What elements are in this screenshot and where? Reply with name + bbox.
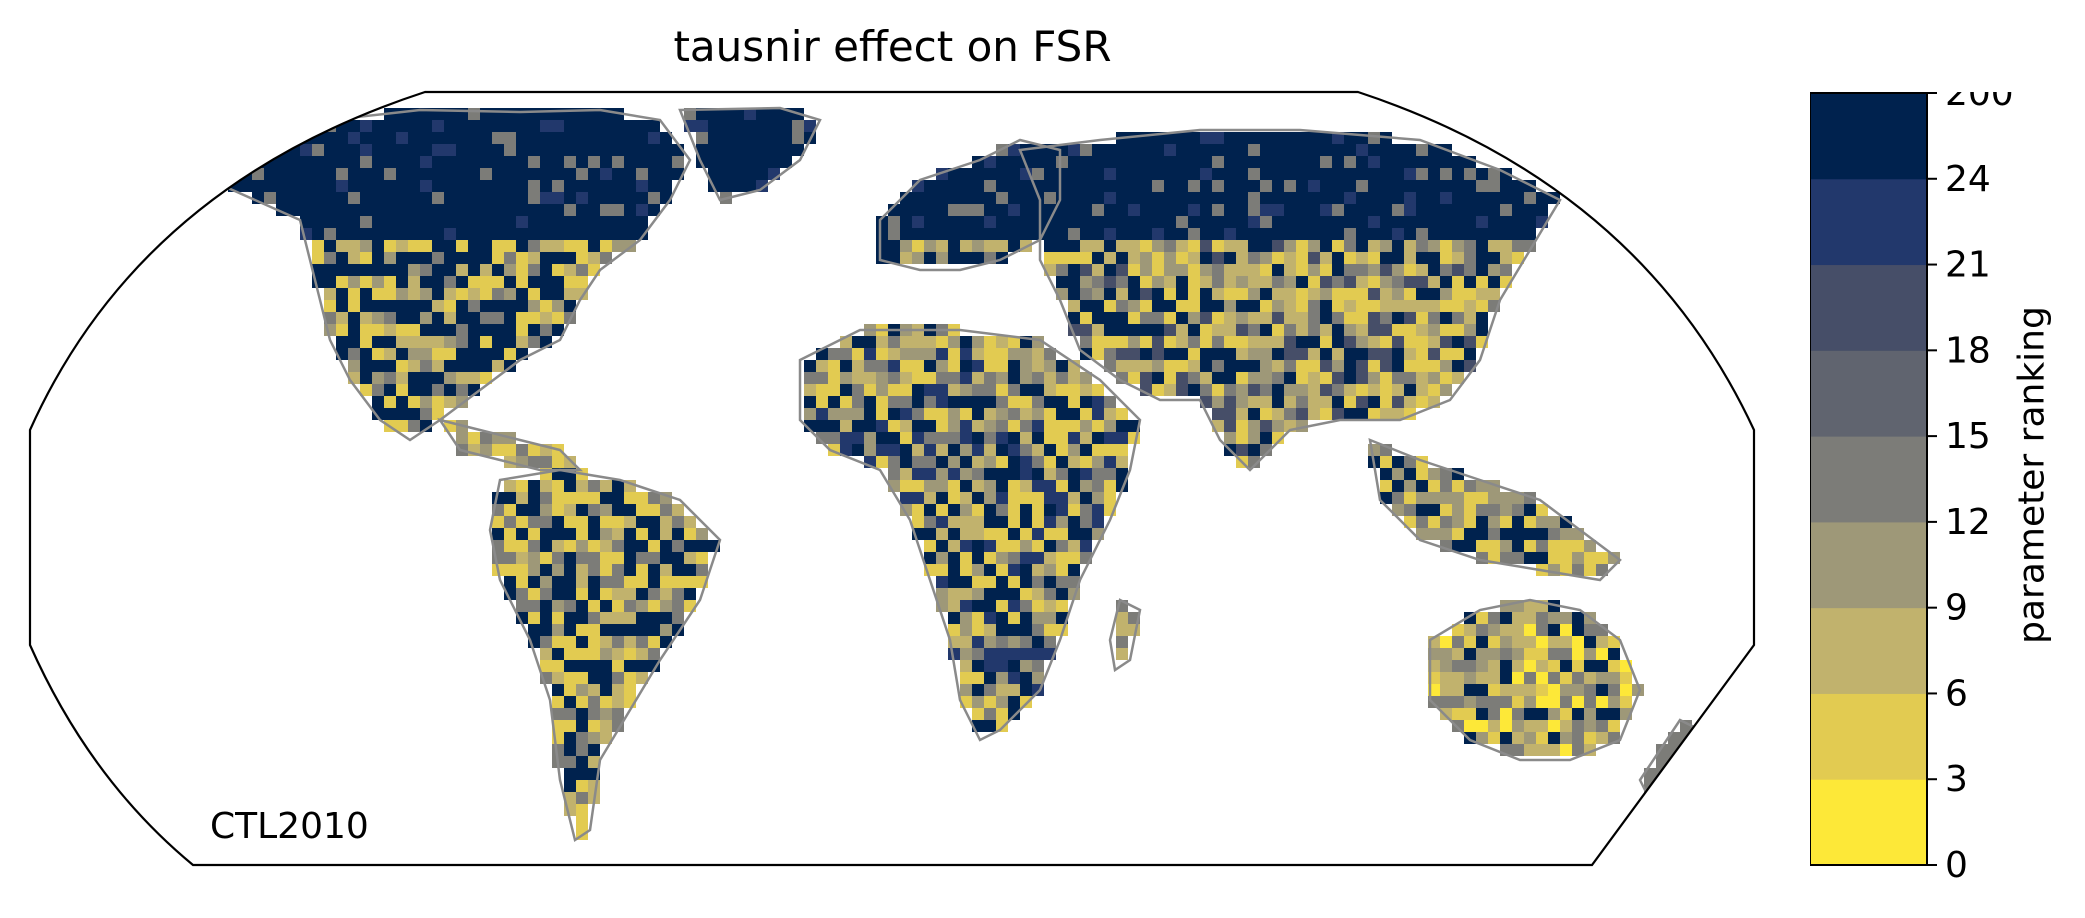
- map-boundary: [28, 90, 1756, 867]
- colorbar-band: [1810, 350, 1927, 437]
- coastline-europe: [878, 138, 1062, 272]
- colorbar-bands: [1810, 93, 1927, 866]
- colorbar-ticks: 0 3 6 9 12 15 18 21 24 200: [1927, 92, 2014, 882]
- colorbar-band: [1810, 178, 1927, 266]
- colorbar-frame: [1810, 92, 1928, 866]
- coastline-north-america: [207, 108, 692, 442]
- coastline-south-east-asia: [1368, 438, 1622, 582]
- coastline-central-america: [437, 418, 584, 472]
- coastline-asia: [1018, 128, 1562, 472]
- coastline-greenland: [678, 106, 822, 202]
- colorbar-tick-label: 0: [1945, 845, 1968, 882]
- colorbar-tick-label: 3: [1945, 759, 1968, 800]
- colorbar-band: [1810, 436, 1927, 523]
- colorbar-band: [1810, 779, 1927, 866]
- colorbar-band: [1810, 521, 1927, 609]
- land-raster: [216, 108, 1692, 840]
- colorbar-tick-label: 21: [1945, 245, 1991, 286]
- colorbar-tick-label: 18: [1945, 330, 1991, 371]
- colorbar-tick-label: 9: [1945, 588, 1968, 629]
- panel-label: CTL2010: [210, 806, 369, 847]
- world-map: [28, 90, 1756, 867]
- land-region-south-america: [492, 468, 720, 840]
- colorbar-tick-label: 12: [1945, 502, 1991, 543]
- coastlines: [207, 106, 1702, 843]
- colorbar-tick-label: 15: [1945, 416, 1991, 457]
- land-region-north-america: [216, 108, 684, 432]
- land-region-africa: [804, 324, 1140, 732]
- colorbar-band: [1810, 93, 1927, 180]
- land-region-asia: [1020, 132, 1560, 468]
- colorbar-tick-label: 200: [1945, 92, 2014, 114]
- coastline-south-america: [488, 468, 722, 843]
- colorbar-band: [1810, 693, 1927, 780]
- chart-title: tausnir effect on FSR: [673, 22, 1112, 71]
- coastline-madagascar: [1108, 598, 1142, 673]
- land-region-australia: [1428, 600, 1644, 756]
- colorbar-label: parameter ranking: [2011, 306, 2053, 644]
- coastline-africa: [798, 328, 1142, 742]
- colorbar-band: [1810, 607, 1927, 694]
- colorbar: 0 3 6 9 12 15 18 21 24 200: [1810, 92, 2014, 882]
- colorbar-tick-label: 6: [1945, 673, 1968, 714]
- colorbar-tick-label: 24: [1945, 159, 1991, 200]
- coastline-australia: [1428, 598, 1642, 762]
- colorbar-band: [1810, 264, 1927, 351]
- land-region-greenland: [684, 108, 816, 204]
- land-region-south-east-asia: [1368, 444, 1620, 576]
